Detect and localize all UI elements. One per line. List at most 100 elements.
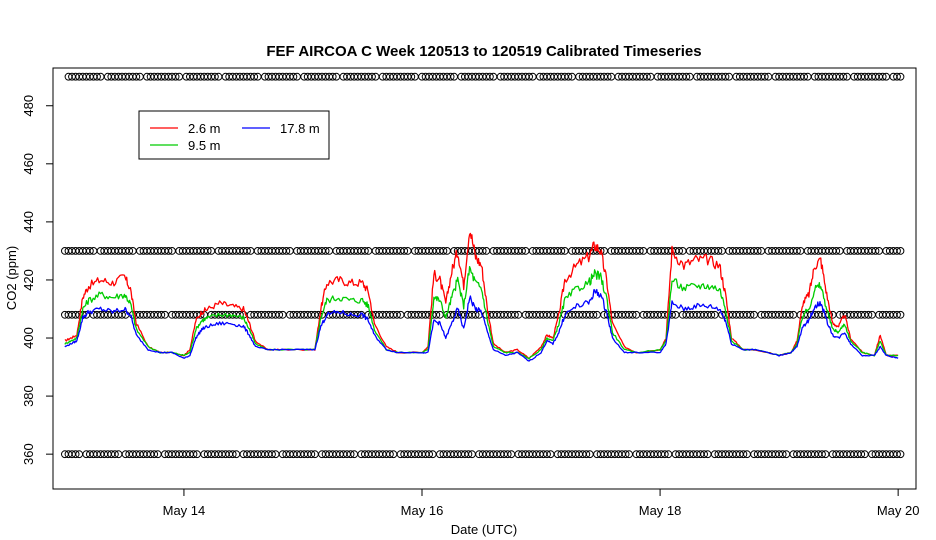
x-axis: May 14 May 16 May 18 May 20	[163, 489, 920, 518]
y-tick-label: 360	[21, 443, 36, 465]
reference-point	[321, 247, 330, 255]
legend-label: 2.6 m	[188, 121, 221, 136]
reference-point	[739, 450, 748, 459]
reference-point	[289, 72, 298, 81]
reference-point	[203, 247, 212, 255]
reference-point	[682, 72, 691, 81]
reference-point	[753, 247, 762, 255]
legend-box	[138, 110, 330, 160]
reference-point	[896, 450, 905, 459]
series-layer	[64, 232, 899, 362]
y-axis: 360 380 400 420 440 460 480	[21, 95, 53, 465]
reference-point	[446, 72, 455, 81]
reference-point	[400, 247, 409, 255]
plot-frame	[52, 67, 917, 490]
reference-point	[486, 72, 494, 81]
reference-point	[71, 450, 80, 459]
reference-point	[707, 310, 716, 319]
reference-point	[721, 72, 730, 81]
reference-points-layer	[61, 72, 905, 459]
reference-point	[157, 310, 166, 319]
reference-point	[171, 72, 180, 81]
reference-point	[893, 247, 901, 255]
x-tick-label: May 16	[401, 503, 444, 518]
reference-point	[432, 310, 441, 319]
reference-point	[800, 72, 808, 81]
reference-point	[425, 450, 434, 459]
reference-point	[503, 450, 512, 459]
chart-title: FEF AIRCOA C Week 120513 to 120519 Calib…	[266, 43, 701, 60]
reference-point	[361, 247, 369, 255]
y-axis-label: CO2 (ppm)	[4, 246, 19, 310]
reference-point	[589, 310, 598, 319]
reference-point	[878, 72, 887, 81]
reference-point	[896, 310, 905, 319]
reference-point	[778, 450, 787, 459]
reference-point	[439, 247, 448, 255]
reference-point	[525, 72, 533, 81]
reference-point	[714, 247, 723, 255]
reference-point	[511, 310, 519, 319]
reference-point	[243, 247, 251, 255]
reference-point	[132, 72, 141, 81]
reference-point	[864, 310, 873, 319]
reference-point	[543, 450, 551, 459]
reference-point	[111, 450, 119, 459]
x-tick-label: May 14	[163, 503, 206, 518]
reference-point	[386, 450, 394, 459]
reference-point	[211, 72, 219, 81]
reference-point	[785, 310, 794, 319]
reference-point	[150, 450, 159, 459]
reference-point	[896, 247, 905, 255]
reference-point	[582, 450, 591, 459]
reference-point	[282, 247, 291, 255]
reference-point	[621, 450, 630, 459]
series-line-17-8-m	[64, 288, 899, 362]
reference-point	[93, 72, 101, 81]
reference-point	[86, 247, 94, 255]
reference-point	[564, 72, 573, 81]
reference-point	[275, 310, 284, 319]
reference-point	[635, 247, 644, 255]
reference-point	[393, 310, 401, 319]
reference-point	[818, 450, 826, 459]
reference-point	[550, 310, 558, 319]
reference-point	[832, 247, 841, 255]
reference-point	[675, 247, 683, 255]
reference-point	[164, 247, 173, 255]
reference-point	[893, 72, 901, 81]
reference-point	[328, 72, 337, 81]
y-tick-label: 380	[21, 385, 36, 407]
reference-point	[307, 450, 316, 459]
reference-point	[518, 247, 526, 255]
reference-point	[228, 450, 237, 459]
reference-point	[760, 72, 769, 81]
reference-point	[407, 72, 416, 81]
reference-point	[793, 247, 801, 255]
reference-point	[250, 72, 259, 81]
reference-point	[471, 310, 480, 319]
legend: 2.6 m 9.5 m 17.8 m	[138, 110, 330, 160]
reference-point	[628, 310, 637, 319]
x-tick-label: May 20	[877, 503, 920, 518]
reference-point	[746, 310, 755, 319]
reference-point	[368, 72, 376, 81]
reference-point	[118, 310, 126, 319]
reference-point	[700, 450, 708, 459]
y-tick-label: 440	[21, 211, 36, 233]
reference-point	[268, 450, 276, 459]
reference-point	[346, 450, 355, 459]
x-axis-label: Date (UTC)	[451, 522, 517, 537]
reference-point	[660, 450, 669, 459]
reference-point	[871, 247, 880, 255]
reference-point	[603, 72, 612, 81]
legend-label: 9.5 m	[188, 138, 221, 153]
reference-point	[857, 450, 866, 459]
y-tick-label: 460	[21, 153, 36, 175]
reference-point	[643, 72, 651, 81]
reference-point	[236, 310, 244, 319]
reference-point	[893, 310, 901, 319]
reference-point	[189, 450, 198, 459]
